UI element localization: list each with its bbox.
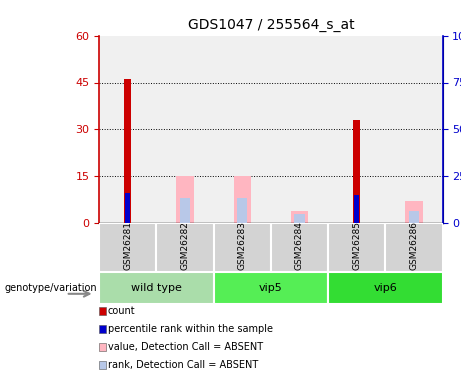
Bar — [213, 223, 271, 272]
Bar — [355, 195, 359, 223]
Text: vip6: vip6 — [373, 283, 397, 293]
Bar — [409, 211, 419, 223]
Bar — [99, 223, 156, 272]
Text: vip5: vip5 — [259, 283, 283, 293]
Text: GSM26285: GSM26285 — [352, 220, 361, 270]
Text: rank, Detection Call = ABSENT: rank, Detection Call = ABSENT — [108, 360, 258, 370]
Bar — [177, 176, 194, 223]
Bar — [213, 272, 328, 304]
Bar — [99, 272, 213, 304]
Text: wild type: wild type — [131, 283, 182, 293]
Bar — [271, 223, 328, 272]
Text: GSM26282: GSM26282 — [180, 220, 189, 270]
Bar — [385, 223, 443, 272]
Bar — [180, 198, 190, 223]
Bar — [234, 176, 251, 223]
Text: percentile rank within the sample: percentile rank within the sample — [108, 324, 273, 334]
Bar — [237, 198, 248, 223]
Text: GSM26281: GSM26281 — [123, 220, 132, 270]
Bar — [328, 272, 443, 304]
Bar — [124, 80, 131, 223]
Bar — [125, 193, 130, 223]
Text: genotype/variation: genotype/variation — [5, 283, 97, 293]
Bar — [353, 120, 360, 223]
Title: GDS1047 / 255564_s_at: GDS1047 / 255564_s_at — [188, 18, 354, 32]
Bar — [291, 211, 308, 223]
Text: GSM26283: GSM26283 — [238, 220, 247, 270]
Text: count: count — [108, 306, 136, 316]
Text: value, Detection Call = ABSENT: value, Detection Call = ABSENT — [108, 342, 263, 352]
Text: GSM26284: GSM26284 — [295, 220, 304, 270]
Bar — [328, 223, 385, 272]
Bar — [405, 201, 423, 223]
Bar — [156, 223, 213, 272]
Bar — [294, 214, 305, 223]
Text: GSM26286: GSM26286 — [409, 220, 419, 270]
